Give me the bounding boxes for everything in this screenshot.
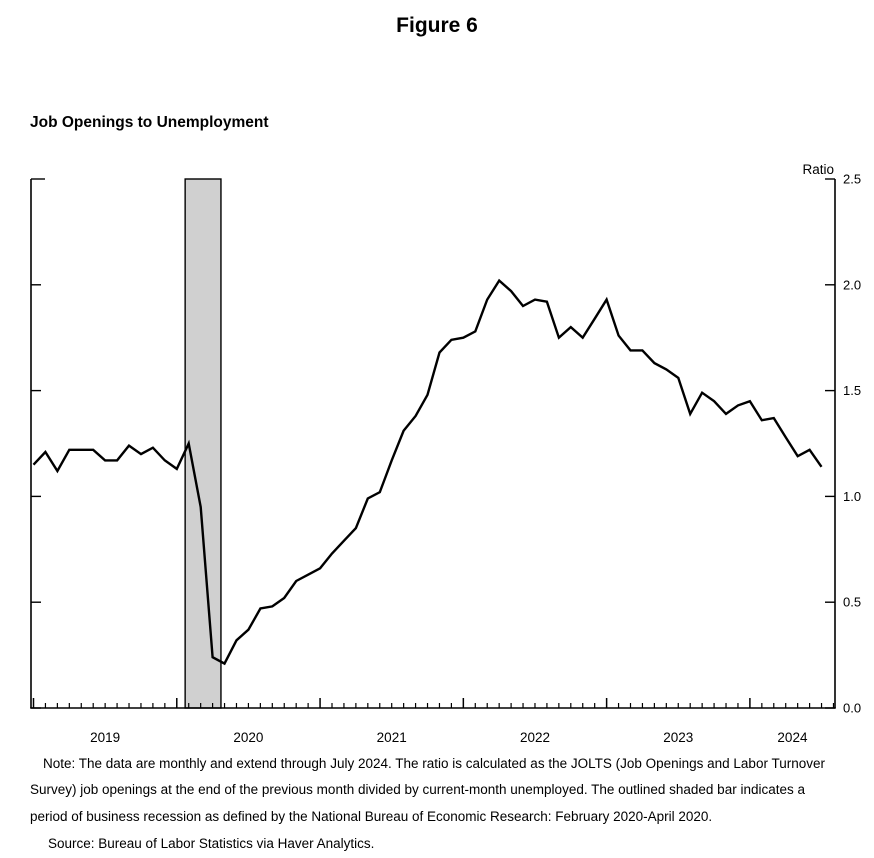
series-line (32, 278, 823, 666)
y-tick-label: 1.5 (843, 383, 861, 398)
x-year-label: 2020 (233, 730, 263, 745)
y-axis-unit-label: Ratio (802, 162, 834, 177)
source-text: Source: Bureau of Labor Statistics via H… (48, 836, 375, 851)
recession-band (184, 178, 222, 709)
y-tick-label: 2.5 (843, 172, 861, 187)
x-year-label: 2024 (777, 730, 808, 745)
line-chart: Ratio 0.0 0.5 1.0 1.5 2.0 2.5 2019 2020 2021 2022… (30, 162, 861, 745)
x-year-label: 2023 (663, 730, 693, 745)
figure-title: Figure 6 (396, 14, 478, 37)
y-tick-label: 0.0 (843, 701, 861, 716)
y-tick-label: 2.0 (843, 277, 861, 292)
y-tick-label: 1.0 (843, 489, 861, 504)
x-year-label: 2021 (377, 730, 407, 745)
x-year-label: 2019 (90, 730, 120, 745)
note-text: Note: The data are monthly and extend th… (30, 756, 825, 824)
x-year-label: 2022 (520, 730, 550, 745)
y-tick-label: 0.5 (843, 595, 861, 610)
chart-title: Job Openings to Unemployment (30, 114, 269, 131)
